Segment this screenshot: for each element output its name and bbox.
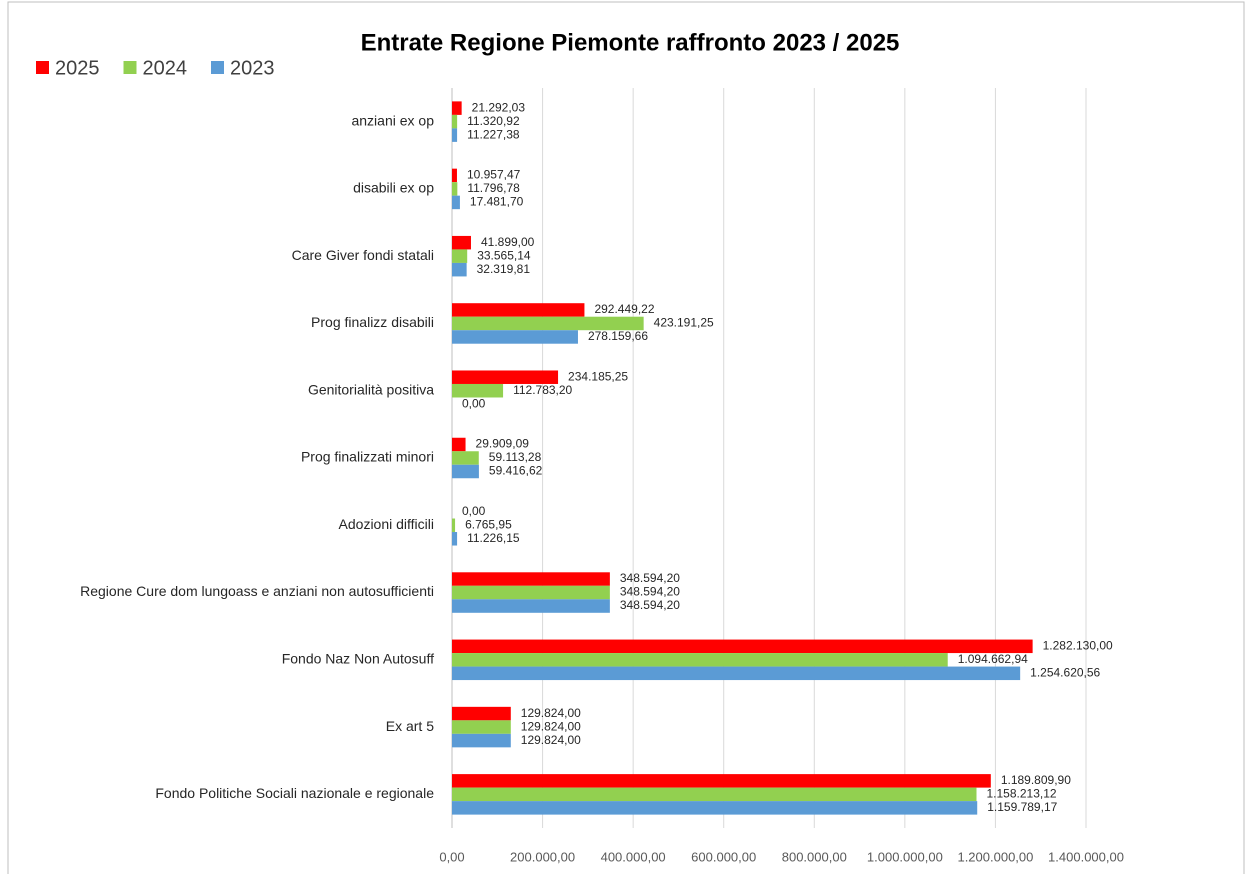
bar xyxy=(452,182,458,196)
x-tick-label: 800.000,00 xyxy=(782,849,847,864)
value-label: 348.594,20 xyxy=(620,571,680,585)
value-label: 17.481,70 xyxy=(470,195,524,209)
bar xyxy=(452,383,504,398)
category-label: Genitorialità positiva xyxy=(308,381,434,397)
category-label: Fondo Naz Non Autosuff xyxy=(282,651,434,667)
value-label: 1.254.620,56 xyxy=(1030,665,1100,679)
value-label: 0,00 xyxy=(462,504,486,518)
bar xyxy=(452,532,458,546)
value-label: 11.796,78 xyxy=(467,181,520,195)
category-label: Prog finalizzati minori xyxy=(301,449,434,465)
value-label: 59.416,62 xyxy=(489,464,543,478)
bar xyxy=(452,666,1021,681)
value-label: 278.159,66 xyxy=(588,329,648,343)
category-label: Adozioni difficili xyxy=(339,516,434,532)
bar xyxy=(452,639,1033,654)
chart-border xyxy=(7,1,1245,874)
x-tick-label: 200.000,00 xyxy=(510,849,575,864)
value-label: 11.226,15 xyxy=(467,531,520,545)
bar xyxy=(452,101,462,115)
bar xyxy=(452,437,466,452)
category-label: Care Giver fondi statali xyxy=(292,247,434,263)
legend-swatch xyxy=(36,61,49,74)
value-label: 423.191,25 xyxy=(654,316,714,330)
x-tick-label: 600.000,00 xyxy=(691,849,756,864)
value-label: 33.565,14 xyxy=(477,248,531,262)
value-label: 1.094.662,94 xyxy=(958,652,1028,666)
bar xyxy=(452,451,479,465)
value-label: 292.449,22 xyxy=(594,302,654,316)
x-tick-label: 400.000,00 xyxy=(601,849,666,864)
bar xyxy=(452,128,458,142)
bar xyxy=(452,262,467,277)
category-label: anziani ex op xyxy=(351,112,434,128)
x-tick-label: 1.200.000,00 xyxy=(957,849,1033,864)
value-label: 11.227,38 xyxy=(467,127,520,141)
bar xyxy=(452,316,644,331)
category-label: Prog finalizz disabili xyxy=(311,314,434,330)
value-label: 0,00 xyxy=(462,396,486,410)
bar xyxy=(452,599,610,613)
bar xyxy=(452,249,468,263)
legend-label: 2023 xyxy=(230,57,275,79)
legend-swatch xyxy=(211,61,224,74)
value-label: 6.765,95 xyxy=(465,517,512,531)
bar xyxy=(452,330,578,344)
value-label: 1.158.213,12 xyxy=(987,787,1057,801)
bar xyxy=(452,168,457,183)
bar xyxy=(452,653,948,667)
x-tick-label: 1.000.000,00 xyxy=(867,849,943,864)
value-label: 112.783,20 xyxy=(513,383,572,397)
chart-title: Entrate Regione Piemonte raffronto 2023 … xyxy=(361,29,900,56)
legend-label: 2025 xyxy=(55,57,100,79)
bar xyxy=(452,114,458,129)
legend-swatch xyxy=(123,61,137,74)
bar xyxy=(452,801,978,815)
value-label: 21.292,03 xyxy=(472,100,526,114)
value-label: 59.113,28 xyxy=(489,450,542,464)
bar xyxy=(452,733,511,748)
category-label: Regione Cure dom lungoass e anziani non … xyxy=(80,583,434,599)
value-label: 1.282.130,00 xyxy=(1043,638,1113,652)
legend-label: 2024 xyxy=(143,57,188,79)
value-label: 1.189.809,90 xyxy=(1001,773,1071,787)
category-label: disabili ex op xyxy=(353,180,434,196)
x-tick-label: 1.400.000,00 xyxy=(1048,849,1124,864)
bar xyxy=(452,572,610,586)
category-label: Ex art 5 xyxy=(386,718,434,734)
x-tick-label: 0,00 xyxy=(439,849,464,864)
category-label: Fondo Politiche Sociali nazionale e regi… xyxy=(155,785,434,801)
bar xyxy=(452,303,585,317)
value-label: 234.185,25 xyxy=(568,369,628,383)
bar xyxy=(452,706,511,721)
bar xyxy=(452,195,460,210)
bar xyxy=(452,774,991,788)
value-label: 129.824,00 xyxy=(521,733,581,747)
value-label: 348.594,20 xyxy=(620,585,680,599)
bar xyxy=(452,787,977,802)
value-label: 129.824,00 xyxy=(521,719,581,733)
bar xyxy=(452,585,610,600)
bar xyxy=(452,518,456,533)
value-label: 1.159.789,17 xyxy=(987,800,1057,814)
value-label: 11.320,92 xyxy=(467,114,520,128)
value-label: 29.909,09 xyxy=(476,437,530,451)
bar xyxy=(452,464,479,479)
value-label: 32.319,81 xyxy=(477,262,531,276)
bar xyxy=(452,370,559,384)
value-label: 10.957,47 xyxy=(467,168,521,182)
bar xyxy=(452,235,471,250)
value-label: 348.594,20 xyxy=(620,598,680,612)
value-label: 41.899,00 xyxy=(481,235,535,249)
bar xyxy=(452,720,511,734)
value-label: 129.824,00 xyxy=(521,706,581,720)
